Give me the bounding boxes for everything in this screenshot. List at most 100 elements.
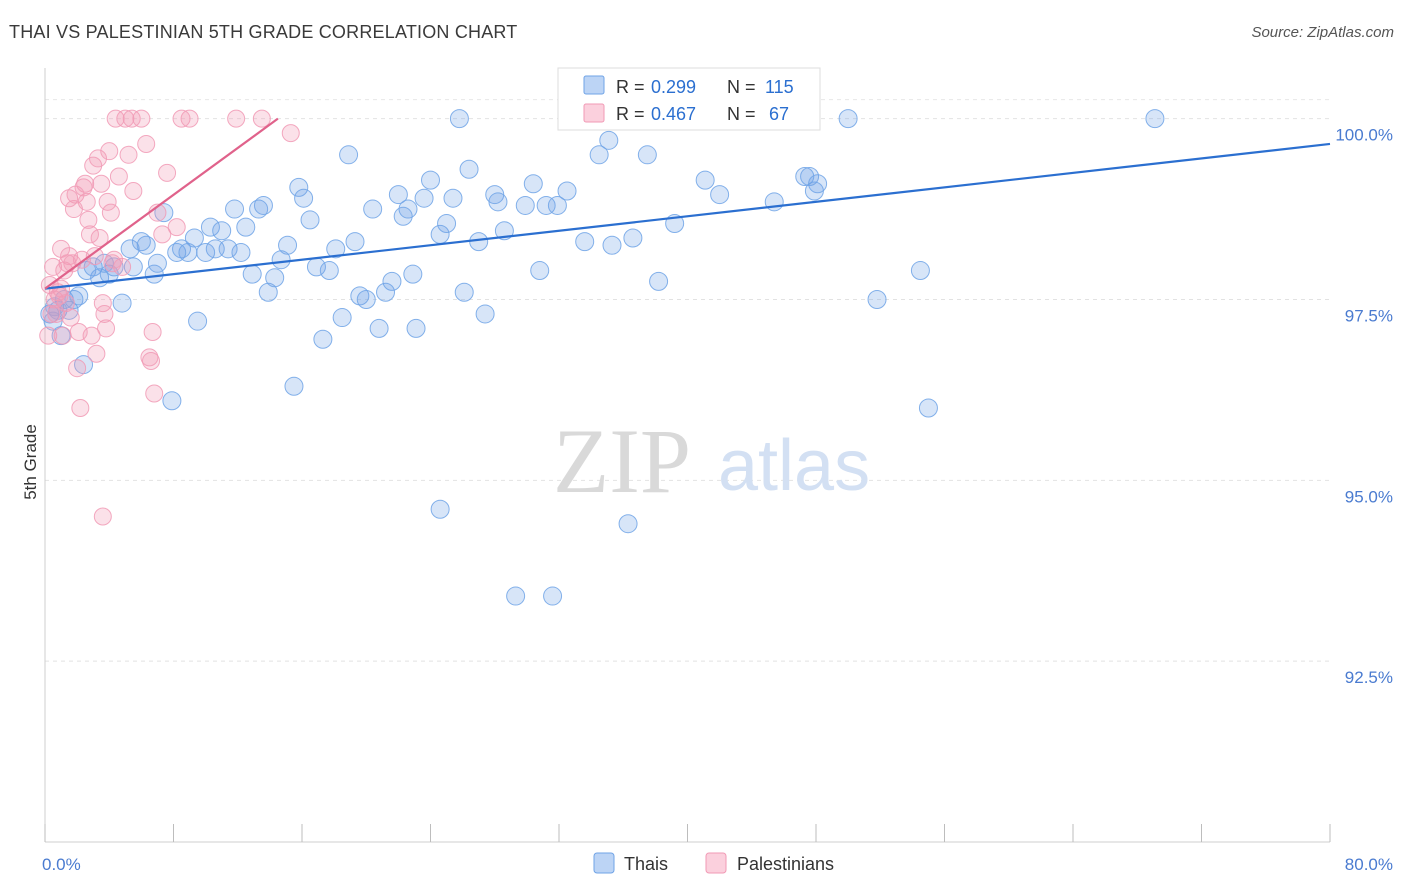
thai-point-58 (363, 199, 383, 219)
legend-box: R = 0.299 N = 115 R = 0.467 N = 67 (557, 67, 821, 131)
thai-point-81 (515, 195, 535, 215)
palestinian-point-45 (106, 109, 125, 128)
thai-point-38 (242, 264, 262, 284)
thai-point-57 (356, 289, 376, 309)
thai-point-71 (443, 188, 463, 208)
trend-lines (44, 117, 1331, 290)
thai-point-24 (162, 391, 182, 411)
x-tick-label-1: 80.0% (1345, 855, 1393, 874)
thai-point-56 (350, 286, 370, 306)
thai-point-16 (112, 293, 132, 313)
thai-point-23 (154, 203, 174, 223)
palestinian-point-61 (167, 218, 186, 237)
y-tick-label-2: 97.5% (1345, 306, 1393, 325)
palestinian-point-64 (227, 109, 246, 128)
thai-point-110 (867, 289, 887, 309)
thai-point-41 (258, 282, 278, 302)
thai-point-53 (332, 308, 352, 328)
palestinian-point-59 (153, 225, 172, 244)
thai-point-67 (414, 188, 434, 208)
thai-point-73 (454, 282, 474, 302)
palestinian-point-38 (95, 304, 114, 323)
thai-point-22 (147, 253, 167, 273)
palestinian-point-60 (158, 163, 177, 182)
thai-point-111 (910, 261, 930, 281)
palestinian-point-2 (42, 304, 61, 323)
thai-point-94 (623, 228, 643, 248)
thai-point-66 (406, 318, 426, 338)
legend-r-value-palestinians: 0.467 (651, 104, 696, 124)
thai-point-82 (523, 174, 543, 194)
thai-point-20 (136, 235, 156, 255)
thai-point-87 (557, 181, 577, 201)
palestinian-point-51 (124, 181, 143, 200)
thai-point-26 (172, 239, 192, 259)
palestinian-point-10 (53, 326, 72, 345)
thai-point-47 (294, 188, 314, 208)
trend-line-palestinians (44, 117, 279, 290)
y-tick-label-0: 92.5% (1345, 668, 1393, 687)
thai-point-50 (313, 329, 333, 349)
palestinian-point-36 (93, 507, 112, 526)
palestinian-point-39 (97, 319, 116, 338)
thai-point-60 (376, 282, 396, 302)
thai-point-28 (184, 228, 204, 248)
thai-point-80 (506, 586, 526, 606)
palestinian-point-22 (71, 398, 90, 417)
palestinian-point-57 (145, 384, 164, 403)
thai-point-109 (838, 109, 858, 129)
palestinian-point-48 (116, 109, 135, 128)
thai-point-70 (437, 214, 457, 234)
thai-point-97 (649, 271, 669, 291)
thai-point-86 (547, 195, 567, 215)
palestinian-point-47 (113, 257, 132, 276)
thai-point-96 (637, 145, 657, 165)
palestinian-point-52 (132, 109, 151, 128)
thai-point-61 (382, 271, 402, 291)
thai-point-52 (326, 239, 346, 259)
thai-point-101 (710, 185, 730, 205)
palestinian-point-40 (98, 192, 117, 211)
thai-point-85 (543, 586, 563, 606)
palestinian-point-56 (143, 323, 162, 342)
bottom-legend-label-thais: Thais (624, 854, 668, 874)
legend-r-value-thais: 0.299 (651, 77, 696, 97)
thai-point-4 (51, 326, 71, 346)
legend-swatch-palestinians (583, 103, 605, 123)
grid-lines (45, 99, 1330, 662)
thai-point-37 (236, 217, 256, 237)
thai-point-93 (618, 514, 638, 534)
palestinian-point-12 (56, 294, 75, 313)
palestinian-point-32 (87, 344, 106, 363)
palestinian-point-49 (119, 145, 138, 164)
thai-point-113 (1145, 109, 1165, 129)
thai-point-36 (231, 242, 251, 262)
thai-point-45 (284, 376, 304, 396)
trend-line-thais (44, 142, 1331, 290)
thai-point-83 (530, 261, 550, 281)
palestinian-point-0 (39, 326, 58, 345)
series-thais (40, 109, 1165, 606)
watermark-zip: ZIP (553, 410, 691, 512)
y-axis-label: 5th Grade (21, 424, 40, 500)
thai-point-100 (695, 170, 715, 190)
thai-point-92 (602, 235, 622, 255)
y-tick-label-1: 95.0% (1345, 487, 1393, 506)
thai-point-106 (800, 167, 820, 187)
palestinian-point-3 (44, 257, 63, 276)
thai-point-84 (536, 195, 556, 215)
palestinian-point-20 (68, 359, 87, 378)
watermark: ZIP atlas (553, 410, 870, 512)
palestinian-point-26 (77, 192, 96, 211)
palestinian-point-41 (100, 142, 119, 161)
thai-point-40 (253, 195, 273, 215)
thai-point-21 (144, 264, 164, 284)
legend-r-label-thais: R = (616, 77, 645, 97)
thai-point-65 (403, 264, 423, 284)
palestinian-point-27 (79, 210, 98, 229)
palestinian-point-66 (281, 124, 300, 143)
thai-point-35 (225, 199, 245, 219)
legend-n-value-thais: 115 (765, 77, 794, 97)
thai-point-46 (289, 177, 309, 197)
